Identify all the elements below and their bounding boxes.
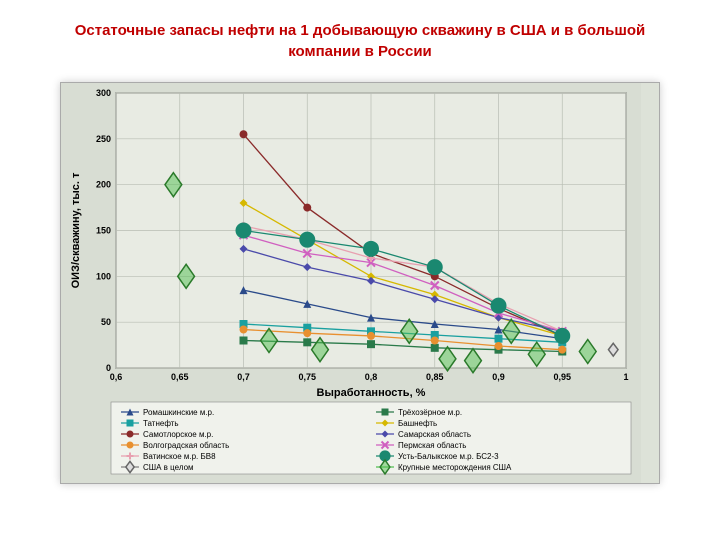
svg-text:Выработанность, %: Выработанность, % [317, 387, 426, 399]
chart-svg: 0,6 0,65 0,7 0,75 0,8 0,85 0,9 0,95 1 0 50 100 150 20… [61, 83, 641, 483]
page-title: Остаточные запасы нефти на 1 добывающую … [0, 0, 720, 72]
chart-container: 0,6 0,65 0,7 0,75 0,8 0,85 0,9 0,95 1 0 50 100 150 20… [60, 82, 660, 484]
svg-text:Усть-Балыкское м.р. БС2-3: Усть-Балыкское м.р. БС2-3 [398, 452, 499, 461]
svg-text:150: 150 [96, 226, 111, 236]
svg-text:США в целом: США в целом [143, 463, 194, 472]
svg-text:0,95: 0,95 [553, 372, 571, 382]
legend: Ромашкинские м.р. Трёхозёрное м.р. Татнефт… [111, 402, 631, 474]
svg-text:Ромашкинские м.р.: Ромашкинские м.р. [143, 408, 214, 417]
svg-text:100: 100 [96, 271, 111, 281]
svg-text:0,9: 0,9 [492, 372, 505, 382]
svg-text:0,8: 0,8 [365, 372, 378, 382]
svg-text:Самотлорское м.р.: Самотлорское м.р. [143, 430, 213, 439]
svg-text:200: 200 [96, 180, 111, 190]
svg-text:0,85: 0,85 [426, 372, 444, 382]
svg-text:Крупные месторождения США: Крупные месторождения США [398, 463, 512, 472]
svg-text:0,75: 0,75 [298, 372, 316, 382]
svg-text:Трёхозёрное м.р.: Трёхозёрное м.р. [398, 408, 462, 417]
svg-text:250: 250 [96, 134, 111, 144]
svg-text:Самарская область: Самарская область [398, 430, 471, 439]
svg-text:0,65: 0,65 [171, 372, 189, 382]
svg-text:Татнефть: Татнефть [143, 419, 179, 428]
svg-text:300: 300 [96, 88, 111, 98]
svg-text:0,6: 0,6 [110, 372, 123, 382]
svg-text:0,7: 0,7 [237, 372, 250, 382]
svg-text:50: 50 [101, 317, 111, 327]
svg-text:Ватинское м.р. БВ8: Ватинское м.р. БВ8 [143, 452, 216, 461]
svg-text:1: 1 [623, 372, 628, 382]
svg-text:0: 0 [106, 363, 111, 373]
svg-text:Волгоградская область: Волгоградская область [143, 441, 229, 450]
svg-text:ОИЗ/скважину, тыс. т: ОИЗ/скважину, тыс. т [70, 172, 82, 288]
svg-text:Пермская область: Пермская область [398, 441, 466, 450]
svg-text:Башнефть: Башнефть [398, 419, 437, 428]
